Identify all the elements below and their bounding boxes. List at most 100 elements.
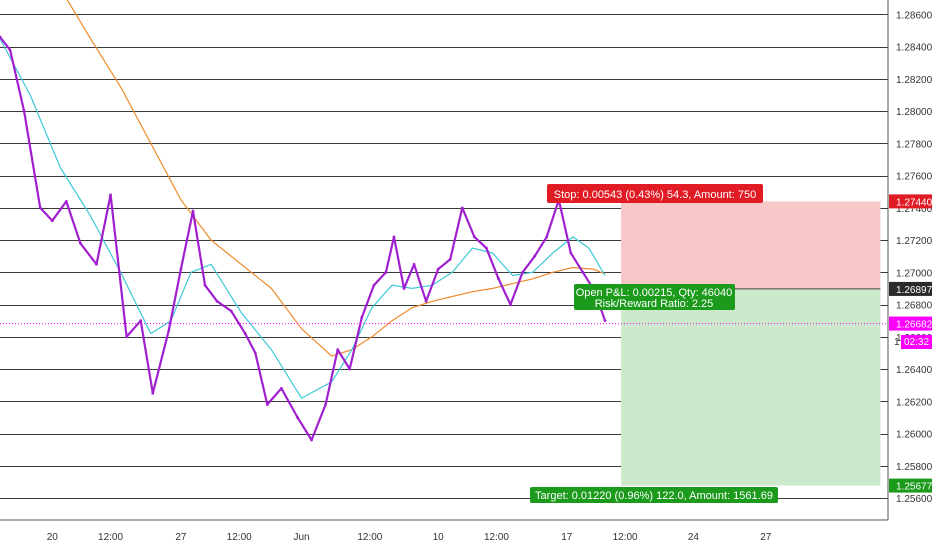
countdown-prefix: 1 bbox=[894, 337, 900, 348]
price-tick-label: 1.27200 bbox=[896, 236, 932, 247]
price-point bbox=[436, 267, 440, 271]
price-point bbox=[8, 48, 12, 52]
price-point bbox=[38, 206, 42, 210]
stop-price-marker-box bbox=[889, 194, 932, 209]
price-point bbox=[372, 283, 376, 287]
price-point bbox=[179, 267, 183, 271]
fast-moving-average bbox=[0, 38, 606, 399]
price-tick-label: 1.28400 bbox=[896, 43, 932, 54]
price-tick-label: 1.26200 bbox=[896, 397, 932, 408]
time-tick-label: Jun bbox=[293, 532, 309, 543]
price-point bbox=[229, 309, 233, 313]
price-point bbox=[265, 403, 269, 406]
price-point bbox=[191, 209, 195, 213]
stop-label: Stop: 0.00543 (0.43%) 54.3, Amount: 750 bbox=[554, 189, 756, 201]
price-tick-label: 1.26800 bbox=[896, 301, 932, 312]
price-point bbox=[125, 335, 129, 339]
entry-price-marker-box bbox=[889, 281, 932, 296]
stop-price-marker: 1.27440 bbox=[896, 197, 932, 208]
price-point bbox=[109, 193, 112, 197]
price-point bbox=[79, 241, 82, 245]
price-point bbox=[348, 367, 352, 371]
countdown-label: 02:32 bbox=[904, 337, 929, 348]
price-point bbox=[139, 319, 143, 323]
price-tick-label: 1.26000 bbox=[896, 430, 932, 441]
price-tick-label: 1.27000 bbox=[896, 268, 932, 279]
countdown-box bbox=[901, 335, 932, 349]
time-tick-label: 27 bbox=[760, 532, 772, 543]
price-tick-label: 1.28600 bbox=[896, 10, 932, 21]
time-tick-label: 12:00 bbox=[98, 532, 123, 543]
current-price-marker: 1.26682 bbox=[896, 320, 932, 331]
stop-label-box[interactable] bbox=[547, 184, 763, 203]
price-point bbox=[64, 199, 68, 203]
price-point bbox=[324, 403, 328, 406]
open-pnl-label: Open P&L: 0.00215, Qty: 46040 bbox=[576, 287, 733, 299]
price-point bbox=[581, 270, 585, 274]
target-price-marker: 1.25677 bbox=[896, 482, 932, 493]
target-label: Target: 0.01220 (0.96%) 122.0, Amount: 1… bbox=[535, 490, 773, 502]
price-point bbox=[243, 332, 247, 335]
time-tick-label: 20 bbox=[47, 532, 59, 543]
price-tick-label: 1.27400 bbox=[896, 204, 932, 215]
price-point bbox=[384, 270, 388, 274]
target-price-marker-box bbox=[889, 478, 932, 493]
price-point bbox=[215, 299, 219, 303]
stop-zone[interactable] bbox=[621, 201, 881, 289]
time-axis-labels: 20 12:00 27 12:00 Jun 12:00 10 12:00 17 12:00 24 27 bbox=[47, 532, 772, 543]
price-axis-background bbox=[888, 0, 932, 520]
price-point bbox=[424, 299, 428, 303]
price-point bbox=[296, 416, 299, 419]
price-point bbox=[22, 109, 26, 113]
time-tick-label: 12:00 bbox=[484, 532, 509, 543]
time-tick-label: 27 bbox=[175, 532, 187, 543]
time-tick-label: 24 bbox=[688, 532, 700, 543]
price-point bbox=[533, 254, 537, 258]
target-zone[interactable] bbox=[621, 288, 881, 486]
countdown-badge: 1 02:32 bbox=[894, 335, 932, 349]
price-point bbox=[0, 35, 2, 39]
price-tick-label: 1.26400 bbox=[896, 365, 932, 376]
price-point bbox=[545, 235, 549, 239]
price-point bbox=[203, 283, 207, 287]
time-tick-label: 17 bbox=[561, 532, 573, 543]
price-point bbox=[360, 316, 364, 319]
position-zones[interactable] bbox=[621, 201, 881, 486]
price-tick-label: 1.27600 bbox=[896, 172, 932, 183]
open-pnl-label-box[interactable] bbox=[574, 284, 735, 310]
price-point bbox=[151, 391, 155, 395]
price-tick-label: 1.25600 bbox=[896, 494, 932, 505]
slow-moving-average bbox=[66, 0, 606, 357]
price-markers: 1.27440 1.26897 1.26682 1.25677 bbox=[889, 194, 932, 493]
price-tick-label: 1.28000 bbox=[896, 107, 932, 118]
risk-reward-label: Risk/Reward Ratio: 2.25 bbox=[595, 298, 714, 310]
price-point bbox=[497, 277, 500, 281]
time-axis[interactable] bbox=[0, 519, 932, 550]
price-point bbox=[336, 348, 340, 352]
price-tick-label: 1.27800 bbox=[896, 139, 932, 150]
price-point bbox=[485, 246, 488, 250]
price-point bbox=[167, 328, 171, 332]
price-point bbox=[95, 262, 98, 266]
price-point bbox=[280, 386, 283, 390]
price-series bbox=[0, 36, 607, 442]
time-tick-label: 12:00 bbox=[357, 532, 382, 543]
price-tick-label: 1.28200 bbox=[896, 75, 932, 86]
entry-price-marker: 1.26897 bbox=[896, 285, 932, 296]
price-point bbox=[253, 351, 257, 355]
grid-lines bbox=[0, 14, 888, 499]
time-tick-label: 10 bbox=[433, 532, 445, 543]
time-axis-background bbox=[0, 520, 932, 550]
price-point bbox=[448, 258, 452, 261]
target-label-box[interactable] bbox=[530, 487, 778, 503]
price-point bbox=[603, 319, 607, 323]
price-point bbox=[569, 251, 573, 255]
price-point bbox=[402, 287, 406, 290]
time-tick-label: 12:00 bbox=[613, 532, 638, 543]
price-point bbox=[509, 303, 512, 306]
price-axis[interactable] bbox=[887, 0, 932, 520]
price-point bbox=[460, 206, 464, 210]
price-tick-label: 1.25800 bbox=[896, 462, 932, 473]
